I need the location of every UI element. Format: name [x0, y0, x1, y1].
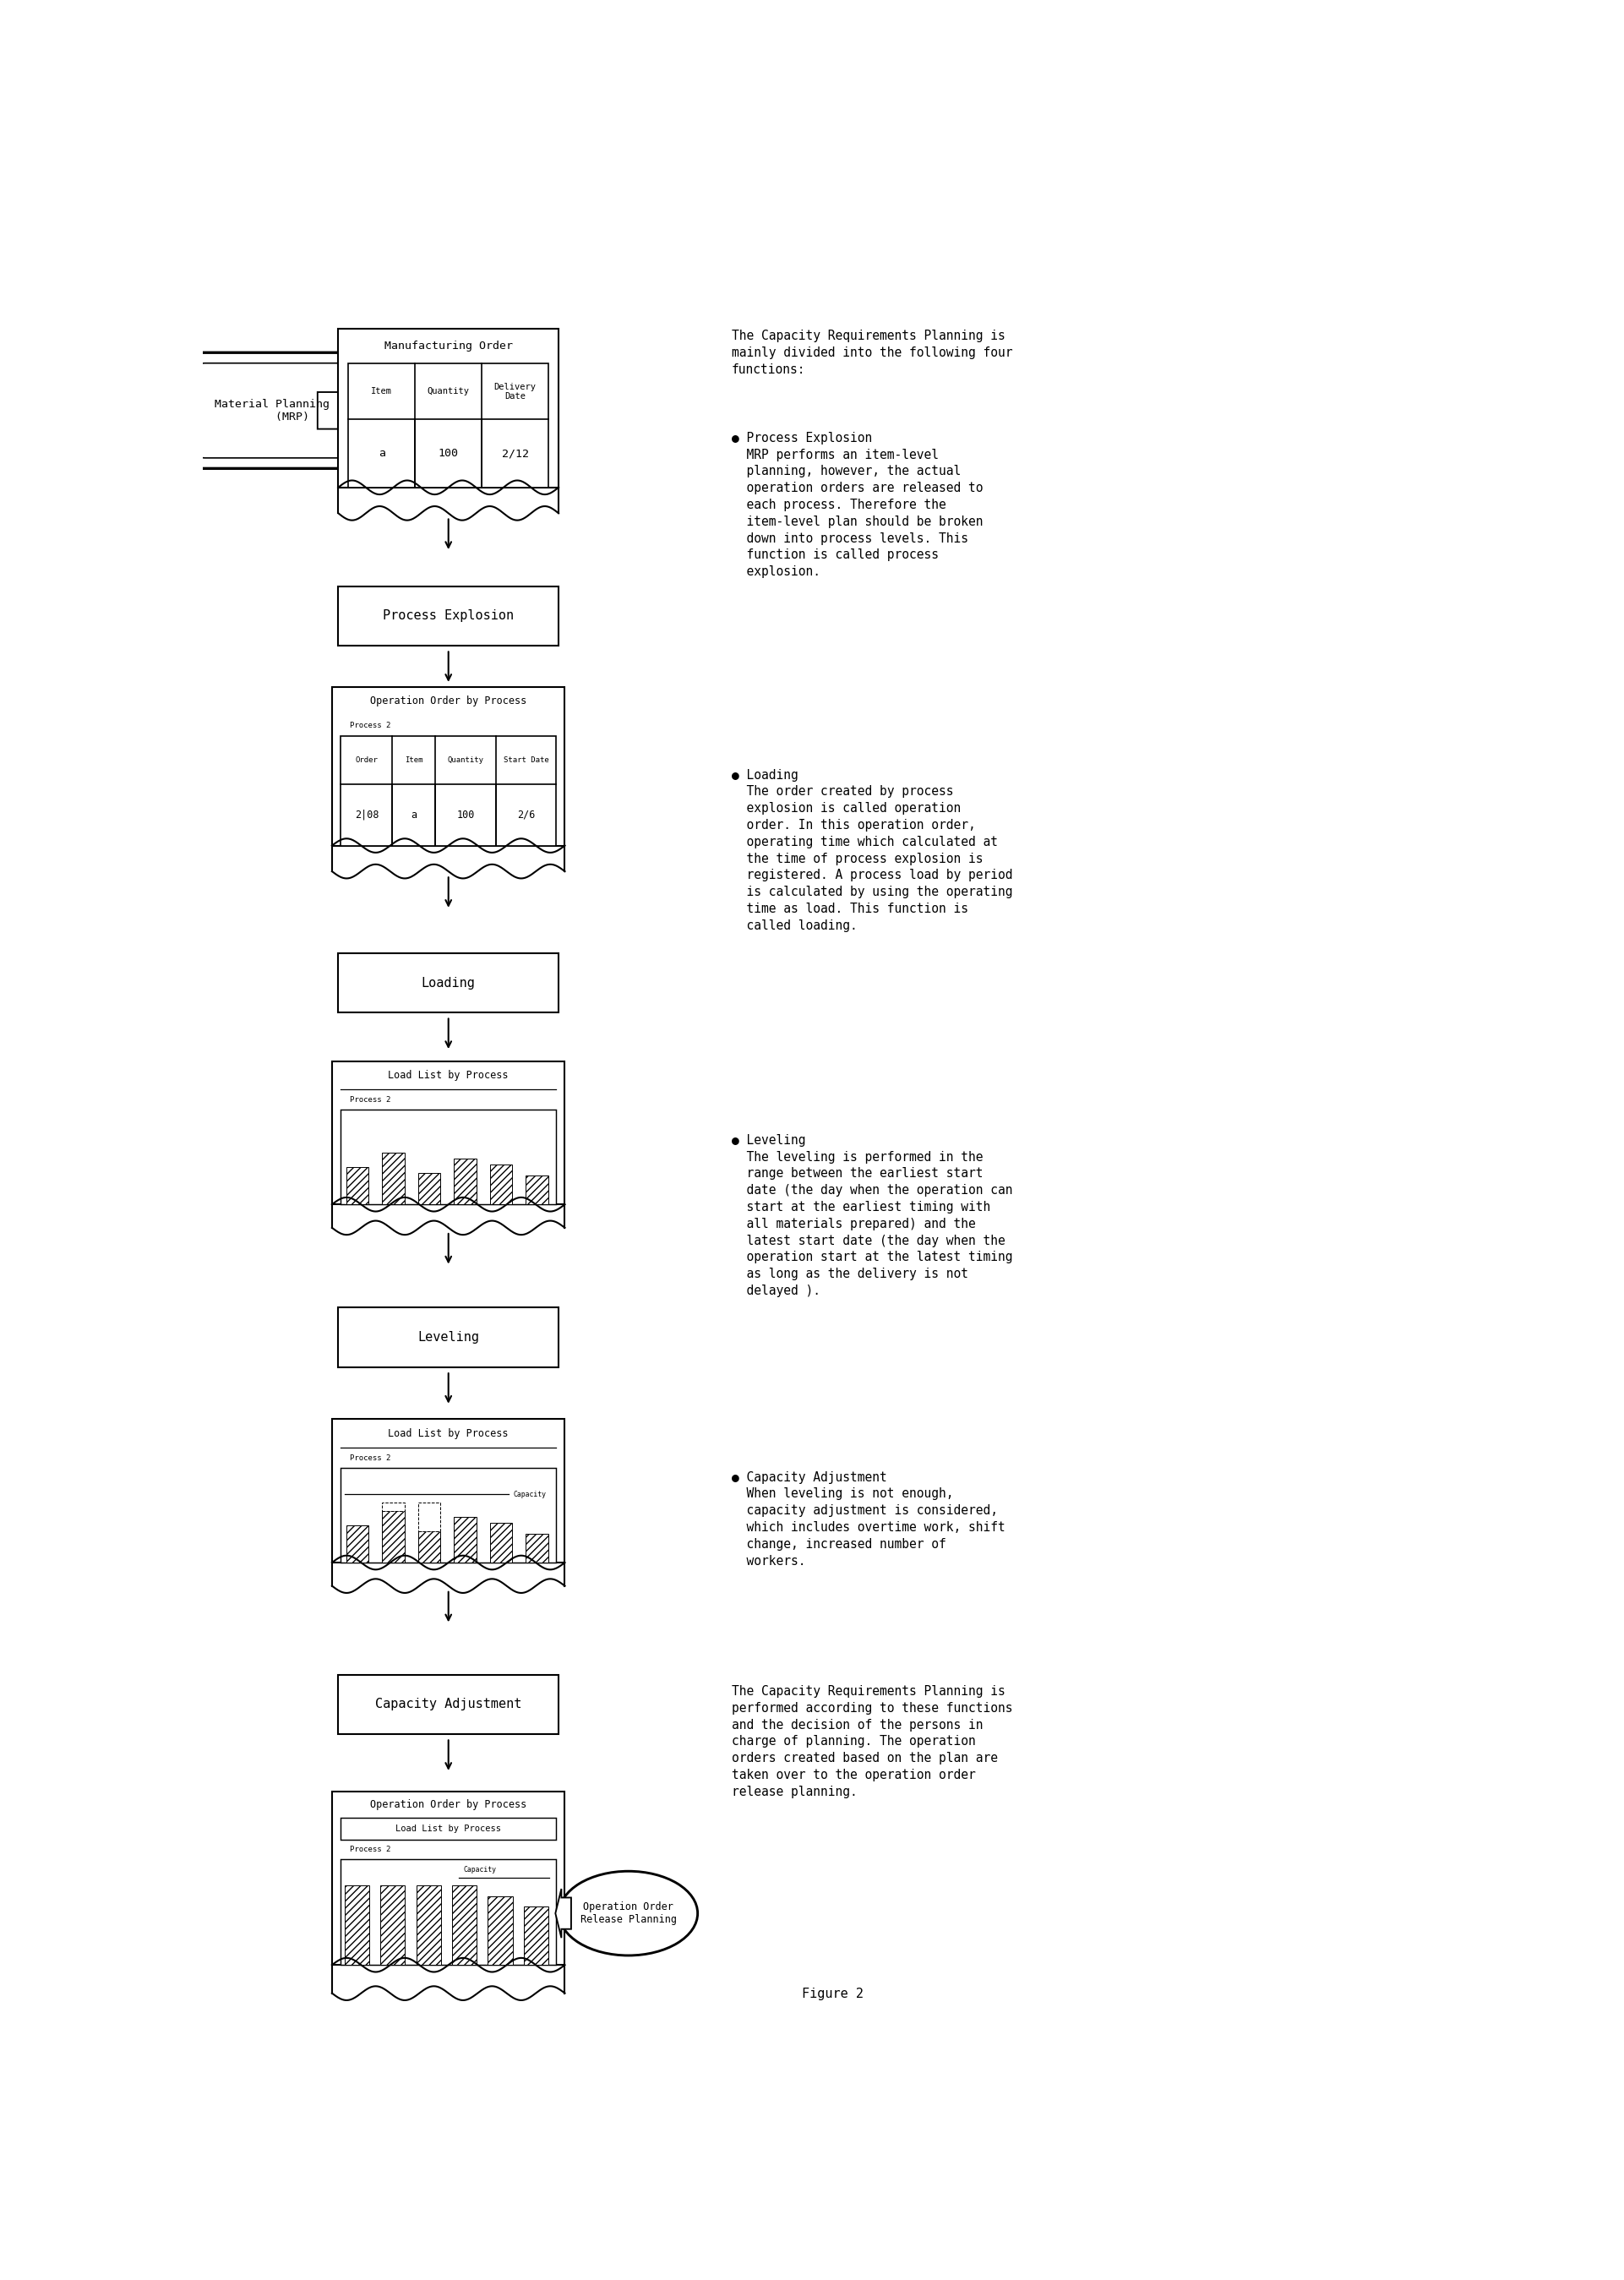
Text: Capacity: Capacity [463, 1867, 497, 1874]
Text: Operation Order by Process: Operation Order by Process [370, 1799, 526, 1810]
Bar [344, 1886, 369, 1965]
Bar [526, 1534, 547, 1562]
Bar [487, 1897, 513, 1965]
Text: ● Loading
  The order created by process
  explosion is called operation
  order: ● Loading The order created by process e… [731, 768, 1012, 933]
Text: Material Planning
      (MRP): Material Planning (MRP) [214, 399, 330, 422]
Polygon shape [555, 1888, 572, 1938]
Bar [338, 1309, 559, 1368]
Text: Process 2: Process 2 [349, 1847, 390, 1854]
Text: Quantity: Quantity [427, 388, 469, 397]
Text: Load List by Process: Load List by Process [396, 1824, 502, 1833]
Bar [525, 1906, 549, 1965]
Bar [490, 1165, 512, 1204]
Bar [417, 1530, 440, 1562]
Text: Start Date: Start Date [503, 757, 549, 764]
Bar [453, 1158, 476, 1204]
Text: a: a [411, 809, 417, 821]
Bar [341, 736, 555, 846]
Text: Capacity Adjustment: Capacity Adjustment [375, 1699, 521, 1710]
Text: ● Process Explosion
  MRP performs an item-level
  planning, however, the actual: ● Process Explosion MRP performs an item… [731, 431, 983, 579]
Bar [331, 1060, 565, 1204]
Text: Loading: Loading [422, 976, 476, 990]
Text: ● Leveling
  The leveling is performed in the
  range between the earliest start: ● Leveling The leveling is performed in … [731, 1133, 1012, 1297]
Bar [346, 1167, 369, 1204]
Bar [331, 1792, 565, 1965]
Text: Process 2: Process 2 [349, 723, 390, 730]
Bar [417, 1172, 440, 1204]
Bar [416, 1886, 440, 1965]
FancyBboxPatch shape [185, 353, 359, 467]
Text: Load List by Process: Load List by Process [388, 1069, 508, 1081]
Bar [341, 1468, 555, 1562]
Text: Leveling: Leveling [417, 1332, 479, 1343]
Bar [526, 1174, 547, 1204]
Bar [380, 1886, 404, 1965]
Bar [417, 1503, 440, 1530]
Bar [341, 1110, 555, 1204]
Text: a: a [378, 447, 385, 458]
Bar [338, 953, 559, 1012]
Polygon shape [318, 385, 365, 438]
Bar [346, 1525, 369, 1562]
Bar [338, 328, 559, 488]
Text: Item: Item [372, 388, 393, 397]
Text: Process 2: Process 2 [349, 1455, 390, 1461]
Bar [490, 1523, 512, 1562]
Text: 100: 100 [438, 447, 458, 458]
Text: ● Capacity Adjustment
  When leveling is not enough,
  capacity adjustment is co: ● Capacity Adjustment When leveling is n… [731, 1471, 1005, 1566]
Text: Quantity: Quantity [448, 757, 484, 764]
Bar [338, 586, 559, 645]
Bar [331, 1418, 565, 1562]
Text: Order: Order [356, 757, 378, 764]
Bar [331, 686, 565, 846]
Bar [453, 1516, 476, 1562]
Text: 2/6: 2/6 [516, 809, 534, 821]
Text: The Capacity Requirements Planning is
performed according to these functions
and: The Capacity Requirements Planning is pe… [731, 1685, 1012, 1799]
Text: 100: 100 [456, 809, 474, 821]
Bar [341, 1858, 555, 1965]
Text: Capacity: Capacity [513, 1491, 546, 1498]
Text: Operation Order
Release Planning: Operation Order Release Planning [580, 1902, 677, 1924]
Text: Delivery
Date: Delivery Date [494, 383, 536, 401]
Text: Item: Item [404, 757, 424, 764]
Bar [451, 1886, 477, 1965]
Bar [382, 1154, 404, 1204]
Text: The Capacity Requirements Planning is
mainly divided into the following four
fun: The Capacity Requirements Planning is ma… [731, 331, 1012, 376]
Text: Operation Order by Process: Operation Order by Process [370, 695, 526, 707]
Text: Load List by Process: Load List by Process [388, 1427, 508, 1439]
Text: Process Explosion: Process Explosion [383, 609, 513, 622]
Ellipse shape [559, 1872, 698, 1956]
Bar [382, 1503, 404, 1512]
Bar [341, 1817, 555, 1840]
Text: Process 2: Process 2 [349, 1097, 390, 1104]
Text: Manufacturing Order: Manufacturing Order [385, 340, 513, 351]
Text: 2/12: 2/12 [502, 447, 529, 458]
Text: 2|08: 2|08 [354, 809, 378, 821]
Bar [382, 1512, 404, 1562]
Text: Figure 2: Figure 2 [802, 1988, 862, 2000]
Bar [349, 365, 549, 488]
Bar [338, 1674, 559, 1735]
